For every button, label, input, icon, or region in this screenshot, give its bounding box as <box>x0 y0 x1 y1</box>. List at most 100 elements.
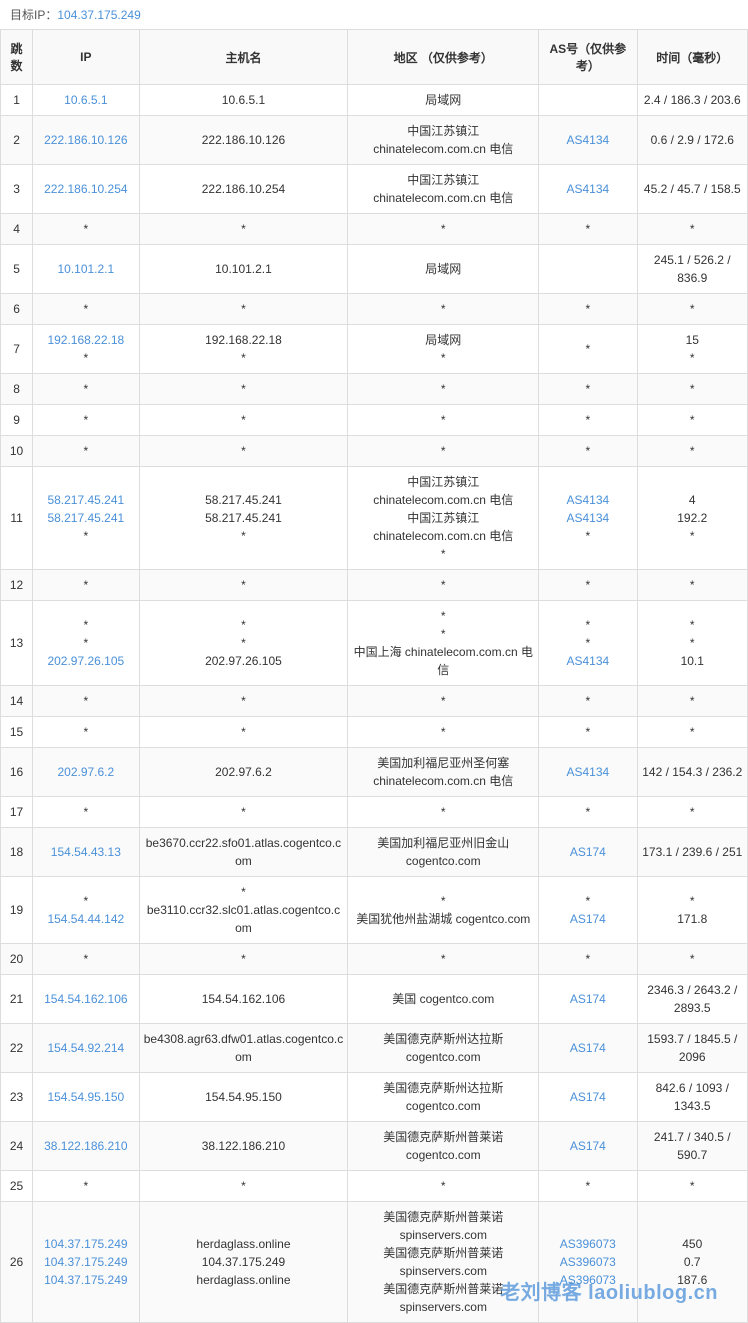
cell-ip-line[interactable]: 58.217.45.241 <box>37 509 134 527</box>
cell-host: * <box>139 944 348 975</box>
cell-region-line: * <box>352 723 534 741</box>
cell-as-line[interactable]: AS174 <box>543 1088 632 1106</box>
cell-host: be3670.ccr22.sfo01.atlas.cogentco.com <box>139 828 348 877</box>
cell-hop: 5 <box>1 245 33 294</box>
cell-as-line[interactable]: AS4134 <box>543 180 632 198</box>
cell-as-line: * <box>543 442 632 460</box>
cell-region-line: * <box>352 892 534 910</box>
cell-hop: 11 <box>1 467 33 570</box>
cell-time-line: * <box>642 723 743 741</box>
cell-time-line: * <box>642 616 743 634</box>
cell-host-line: 10.6.5.1 <box>144 91 344 109</box>
cell-as-line: * <box>543 380 632 398</box>
table-row: 15***** <box>1 717 748 748</box>
cell-host-line: be3110.ccr32.slc01.atlas.cogentco.com <box>144 901 344 937</box>
target-ip-value[interactable]: 104.37.175.249 <box>57 8 140 22</box>
cell-host: 58.217.45.24158.217.45.241* <box>139 467 348 570</box>
cell-host-line: * <box>144 411 344 429</box>
cell-as: AS174 <box>539 1024 637 1073</box>
cell-time-line: 10.1 <box>642 652 743 670</box>
cell-time-line: 192.2 <box>642 509 743 527</box>
cell-ip: * <box>33 1171 139 1202</box>
cell-host: 154.54.95.150 <box>139 1073 348 1122</box>
cell-ip-line[interactable]: 38.122.186.210 <box>37 1137 134 1155</box>
cell-region: 局域网 <box>348 85 539 116</box>
cell-ip-line[interactable]: 154.54.43.13 <box>37 843 134 861</box>
cell-ip-line[interactable]: 10.6.5.1 <box>37 91 134 109</box>
cell-hop: 18 <box>1 828 33 877</box>
cell-time-line: * <box>642 950 743 968</box>
cell-ip-line: * <box>37 723 134 741</box>
cell-as: **AS4134 <box>539 601 637 686</box>
cell-as-line[interactable]: AS396073 <box>543 1253 632 1271</box>
cell-hop: 10 <box>1 436 33 467</box>
cell-region-line: 美国德克萨斯州普莱诺 spinservers.com <box>352 1280 534 1316</box>
cell-region: * <box>348 294 539 325</box>
cell-ip-line[interactable]: 154.54.162.106 <box>37 990 134 1008</box>
cell-hop: 19 <box>1 877 33 944</box>
cell-region: 局域网 <box>348 245 539 294</box>
cell-as-line[interactable]: AS4134 <box>543 491 632 509</box>
cell-host-line: * <box>144 527 344 545</box>
cell-hop: 2 <box>1 116 33 165</box>
cell-ip-line[interactable]: 104.37.175.249 <box>37 1253 134 1271</box>
cell-ip-line[interactable]: 202.97.6.2 <box>37 763 134 781</box>
table-header-row: 跳数 IP 主机名 地区 （仅供参考） AS号（仅供参考） 时间（毫秒） <box>1 30 748 85</box>
cell-host: 192.168.22.18* <box>139 325 348 374</box>
cell-ip: * <box>33 797 139 828</box>
cell-region-line: 中国江苏镇江 chinatelecom.com.cn 电信 <box>352 473 534 509</box>
cell-host: * <box>139 214 348 245</box>
cell-ip-line[interactable]: 222.186.10.254 <box>37 180 134 198</box>
cell-as-line[interactable]: AS174 <box>543 910 632 928</box>
cell-host: 38.122.186.210 <box>139 1122 348 1171</box>
cell-ip-line[interactable]: 154.54.95.150 <box>37 1088 134 1106</box>
cell-ip: 202.97.6.2 <box>33 748 139 797</box>
cell-ip-line[interactable]: 192.168.22.18 <box>37 331 134 349</box>
cell-ip-line[interactable]: 202.97.26.105 <box>37 652 134 670</box>
cell-as-line[interactable]: AS174 <box>543 1039 632 1057</box>
cell-region-line: * <box>352 545 534 563</box>
table-row: 4***** <box>1 214 748 245</box>
cell-host: * <box>139 374 348 405</box>
cell-region: *美国犹他州盐湖城 cogentco.com <box>348 877 539 944</box>
cell-time: 0.6 / 2.9 / 172.6 <box>637 116 747 165</box>
cell-host: * <box>139 294 348 325</box>
cell-ip-line[interactable]: 10.101.2.1 <box>37 260 134 278</box>
cell-as-line[interactable]: AS4134 <box>543 763 632 781</box>
cell-ip-line[interactable]: 104.37.175.249 <box>37 1271 134 1289</box>
cell-ip-line[interactable]: 58.217.45.241 <box>37 491 134 509</box>
cell-as-line[interactable]: AS174 <box>543 1137 632 1155</box>
cell-region: 美国德克萨斯州普莱诺 spinservers.com美国德克萨斯州普莱诺 spi… <box>348 1202 539 1323</box>
cell-ip-line[interactable]: 222.186.10.126 <box>37 131 134 149</box>
cell-ip-line[interactable]: 104.37.175.249 <box>37 1235 134 1253</box>
cell-ip-line: * <box>37 220 134 238</box>
cell-as-line[interactable]: AS4134 <box>543 131 632 149</box>
cell-time-line: * <box>642 411 743 429</box>
table-row: 13**202.97.26.105**202.97.26.105**中国上海 c… <box>1 601 748 686</box>
cell-as-line[interactable]: AS396073 <box>543 1235 632 1253</box>
table-row: 6***** <box>1 294 748 325</box>
cell-as-line[interactable]: AS4134 <box>543 652 632 670</box>
cell-as-line[interactable]: AS4134 <box>543 509 632 527</box>
cell-ip-line[interactable]: 154.54.44.142 <box>37 910 134 928</box>
cell-time-line: 15 <box>642 331 743 349</box>
cell-ip-line[interactable]: 154.54.92.214 <box>37 1039 134 1057</box>
cell-region: 局域网* <box>348 325 539 374</box>
cell-time-line: * <box>642 442 743 460</box>
cell-time-line: 1593.7 / 1845.5 / 2096 <box>642 1030 743 1066</box>
cell-as-line[interactable]: AS174 <box>543 843 632 861</box>
cell-hop: 24 <box>1 1122 33 1171</box>
cell-hop: 1 <box>1 85 33 116</box>
cell-ip: * <box>33 570 139 601</box>
cell-hop: 22 <box>1 1024 33 1073</box>
cell-host-line: 58.217.45.241 <box>144 491 344 509</box>
target-ip-header: 目标IP：104.37.175.249 <box>0 0 748 29</box>
table-row: 9***** <box>1 405 748 436</box>
cell-ip-line: * <box>37 616 134 634</box>
cell-ip-line: * <box>37 411 134 429</box>
cell-as: AS4134AS4134* <box>539 467 637 570</box>
cell-as-line[interactable]: AS174 <box>543 990 632 1008</box>
cell-as-line[interactable]: AS396073 <box>543 1271 632 1289</box>
traceroute-table: 跳数 IP 主机名 地区 （仅供参考） AS号（仅供参考） 时间（毫秒） 110… <box>0 29 748 1323</box>
cell-ip-line: * <box>37 892 134 910</box>
